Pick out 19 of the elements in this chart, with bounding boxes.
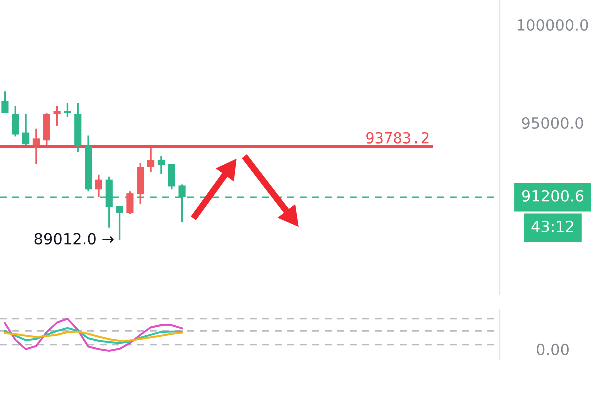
candlestick bbox=[116, 205, 124, 242]
candlestick bbox=[32, 128, 40, 165]
text: 43:12 bbox=[532, 220, 574, 232]
ref-line-label: 93783.2 bbox=[366, 132, 429, 144]
candlestick bbox=[2, 90, 9, 114]
candlestick bbox=[168, 163, 176, 190]
candlestick bbox=[126, 190, 134, 215]
candlestick bbox=[158, 155, 165, 175]
candlestick bbox=[12, 106, 20, 138]
y-tick-label: 95000.0 bbox=[522, 117, 584, 130]
annotation: 89012.0 → bbox=[34, 233, 114, 245]
candlestick bbox=[54, 106, 61, 127]
text: 0.00 bbox=[537, 344, 569, 356]
y-tick-label: 100000.0 bbox=[518, 19, 588, 32]
candlestick bbox=[64, 102, 72, 118]
candlestick bbox=[95, 174, 102, 198]
ref-line-label: 91200.6 bbox=[522, 190, 584, 202]
candlestick bbox=[22, 113, 30, 146]
candlestick bbox=[148, 148, 155, 173]
